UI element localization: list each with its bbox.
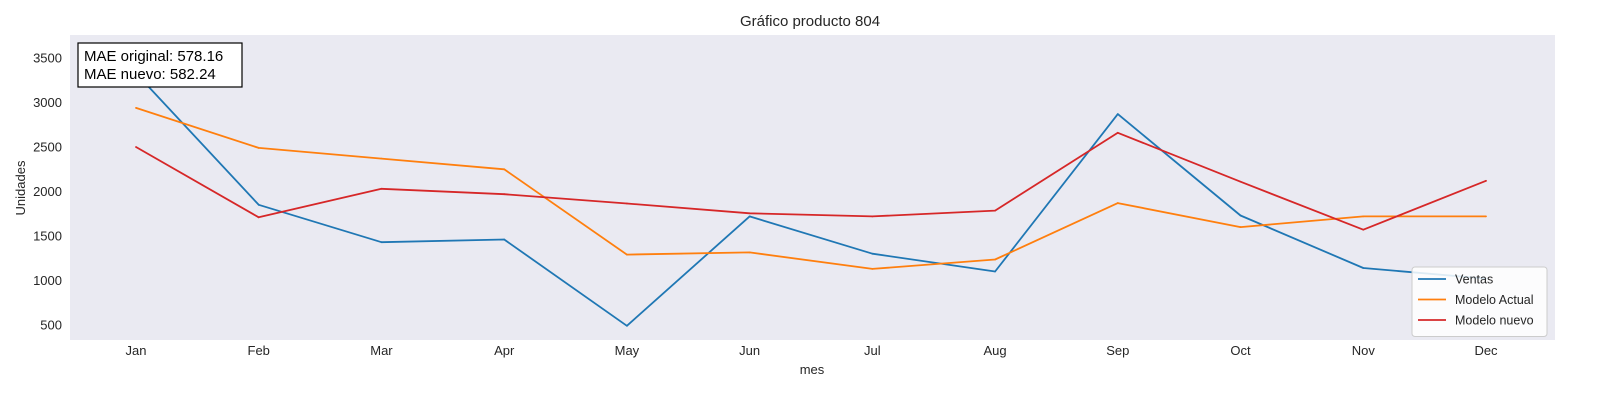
- chart-title: Gráfico producto 804: [740, 13, 880, 30]
- x-tick-label: Jul: [864, 343, 881, 358]
- data-point-modelo-actual: [748, 251, 751, 254]
- data-point-modelo-nuevo: [1239, 180, 1242, 183]
- x-tick-label: Feb: [248, 343, 270, 358]
- y-tick-label: 1500: [33, 228, 62, 243]
- x-tick-label: May: [615, 343, 640, 358]
- mae-annotation: MAE original: 578.16 MAE nuevo: 582.24: [77, 42, 243, 88]
- data-point-modelo-actual: [503, 168, 506, 171]
- data-point-modelo-actual: [1239, 226, 1242, 228]
- data-point-modelo-nuevo: [1116, 131, 1119, 134]
- data-point-ventas: [994, 270, 996, 273]
- y-tick-label: 3000: [33, 95, 62, 110]
- y-tick-label: 1000: [33, 273, 62, 288]
- series-layer: [135, 72, 1487, 327]
- y-tick-label: 2000: [33, 184, 62, 199]
- data-point-modelo-nuevo: [1485, 179, 1487, 182]
- x-tick-label: Oct: [1230, 343, 1251, 358]
- data-point-modelo-nuevo: [1362, 228, 1365, 231]
- x-tick-label: Aug: [984, 343, 1007, 358]
- y-tick-label: 500: [40, 317, 62, 332]
- data-point-modelo-actual: [257, 147, 260, 149]
- legend-label-modelo-actual: Modelo Actual: [1455, 293, 1534, 307]
- data-point-modelo-actual: [380, 157, 383, 160]
- x-tick-label: Nov: [1352, 343, 1376, 358]
- data-point-ventas: [626, 324, 628, 327]
- data-point-ventas: [748, 215, 751, 218]
- data-point-modelo-nuevo: [626, 202, 628, 205]
- data-point-ventas: [1116, 113, 1119, 116]
- data-point-modelo-nuevo: [994, 209, 996, 212]
- mae-annotation-frame: [77, 42, 243, 88]
- data-point-modelo-actual: [626, 253, 628, 256]
- x-axis: Jan Feb Mar Apr May Jun Jul Aug Sep Oct Nov Dec: [126, 343, 1499, 358]
- data-point-modelo-nuevo: [503, 193, 506, 196]
- data-point-modelo-actual: [1362, 215, 1365, 218]
- series-line-modelo-nuevo: [135, 131, 1487, 231]
- y-axis: 500 1000 1500 2000 2500 3000 3500: [33, 51, 62, 333]
- data-point-modelo-actual: [871, 267, 874, 270]
- data-point-ventas: [1239, 214, 1242, 217]
- data-point-modelo-nuevo: [748, 212, 751, 215]
- data-point-modelo-nuevo: [135, 146, 137, 148]
- mae-original-text: MAE original: 578.16: [84, 48, 223, 65]
- data-point-ventas: [380, 241, 383, 244]
- y-tick-label: 3500: [33, 51, 62, 66]
- series-line-modelo-actual: [135, 107, 1486, 270]
- data-point-ventas: [1362, 267, 1365, 269]
- data-point-ventas: [257, 203, 260, 206]
- data-point-modelo-nuevo: [871, 215, 874, 218]
- x-tick-label: Mar: [370, 343, 393, 358]
- legend-label-ventas: Ventas: [1455, 273, 1493, 287]
- legend: Ventas Modelo Actual Modelo nuevo: [1411, 266, 1548, 337]
- y-tick-label: 2500: [33, 140, 62, 155]
- x-tick-label: Jan: [126, 343, 147, 358]
- data-point-ventas: [871, 252, 874, 255]
- series-line-ventas: [135, 72, 1487, 327]
- x-axis-label: mes: [800, 362, 825, 377]
- x-tick-label: Apr: [494, 343, 515, 358]
- x-tick-label: Dec: [1474, 343, 1498, 358]
- data-point-modelo-actual: [1485, 215, 1487, 218]
- plot-area: [70, 35, 1555, 340]
- mae-nuevo-text: MAE nuevo: 582.24: [84, 66, 216, 83]
- legend-label-modelo-nuevo: Modelo nuevo: [1455, 314, 1534, 328]
- data-point-modelo-nuevo: [257, 216, 260, 219]
- x-tick-label: Sep: [1106, 343, 1129, 358]
- data-point-modelo-nuevo: [380, 187, 383, 190]
- data-point-modelo-actual: [135, 107, 137, 109]
- data-point-modelo-actual: [1116, 202, 1119, 204]
- y-axis-label: Unidades: [13, 160, 28, 215]
- data-point-ventas: [503, 238, 506, 241]
- x-tick-label: Jun: [739, 343, 760, 358]
- data-point-modelo-actual: [994, 258, 996, 261]
